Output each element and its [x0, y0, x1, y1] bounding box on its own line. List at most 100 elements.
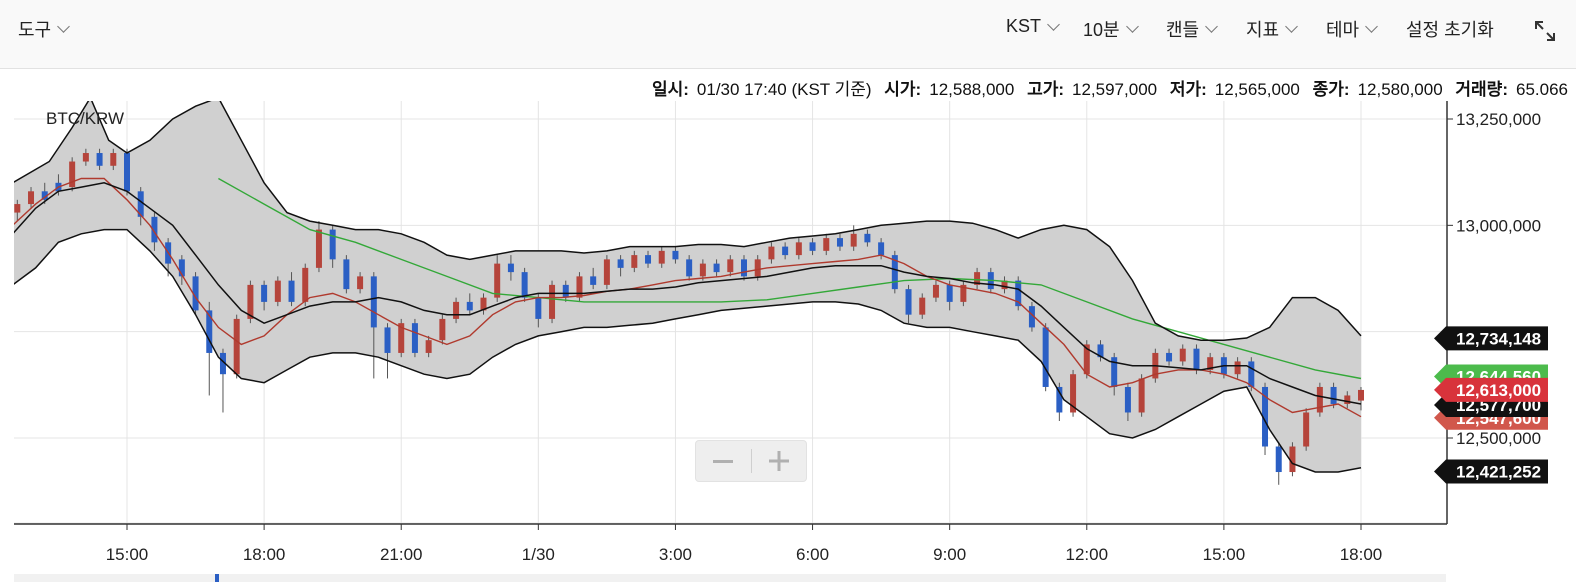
- navigator-strip: [14, 574, 1446, 582]
- candle-body: [357, 276, 364, 290]
- candle-body: [1028, 306, 1035, 328]
- low-value: 12,565,000: [1214, 80, 1300, 99]
- candle-body: [82, 153, 89, 162]
- interval-dropdown[interactable]: 10분: [1083, 16, 1139, 42]
- ohlc-info-bar: 일시: 01/30 17:40 (KST 기준) 시가: 12,588,000 고가…: [644, 75, 1568, 100]
- candle-body: [795, 242, 802, 256]
- high-label: 고가:: [1027, 80, 1065, 99]
- candle-body: [658, 250, 665, 264]
- x-tick-label: 1/30: [522, 545, 555, 564]
- chart-type-dropdown[interactable]: 캔들: [1166, 16, 1218, 42]
- volume-label: 거래량:: [1455, 80, 1508, 99]
- plus-icon: [769, 451, 789, 471]
- candle-body: [549, 284, 556, 319]
- x-tick-label: 9:00: [933, 545, 966, 564]
- candle-body: [960, 284, 967, 302]
- zoom-in-button[interactable]: [752, 441, 806, 481]
- candle-body: [617, 259, 624, 268]
- candle-body: [823, 238, 830, 251]
- open-value: 12,588,000: [929, 80, 1015, 99]
- candle-body: [96, 153, 103, 166]
- candle-body: [741, 259, 747, 277]
- indicator-dropdown[interactable]: 지표: [1246, 16, 1298, 42]
- candle-body: [1207, 357, 1214, 370]
- candle-body: [453, 301, 460, 319]
- candle-body: [932, 284, 939, 298]
- open-label: 시가:: [884, 80, 922, 99]
- theme-dropdown[interactable]: 테마: [1326, 16, 1378, 42]
- x-tick-label: 15:00: [106, 545, 149, 564]
- zoom-out-button[interactable]: [696, 441, 750, 481]
- theme-label: 테마: [1326, 20, 1360, 40]
- candle-body: [14, 204, 21, 213]
- x-tick-label: 15:00: [1203, 545, 1246, 564]
- reset-settings-button[interactable]: 설정 초기화: [1406, 16, 1494, 42]
- candle-body: [124, 153, 130, 192]
- x-tick-label: 6:00: [796, 545, 829, 564]
- candle-body: [343, 259, 350, 290]
- y-tick-label: 12,500,000: [1456, 429, 1541, 448]
- candle-body: [590, 276, 597, 285]
- candle-body: [1166, 352, 1173, 362]
- candle-body: [1179, 348, 1186, 362]
- indicator-label: 지표: [1246, 20, 1280, 40]
- candle-body: [782, 246, 789, 256]
- chart-toolbar: 도구 KST 10분 캔들 지표 테마 설정 초기화: [0, 0, 1576, 69]
- candle-body: [562, 284, 569, 298]
- candle-body: [1358, 389, 1364, 401]
- candle-body: [603, 259, 610, 285]
- candle-body: [466, 301, 473, 311]
- expand-icon[interactable]: [1534, 20, 1556, 42]
- bollinger-band-fill: [14, 101, 1361, 472]
- candle-body: [1262, 386, 1269, 447]
- candle-body: [809, 242, 816, 251]
- bollinger-lower-line: [14, 228, 1362, 473]
- volume-value: 65.066: [1516, 80, 1568, 99]
- candle-body: [1316, 386, 1323, 413]
- candle-body: [713, 263, 720, 273]
- candle-body: [919, 297, 926, 315]
- price-tag-label: 12,421,252: [1456, 462, 1541, 481]
- x-tick-label: 18:00: [243, 545, 286, 564]
- candle-body: [1070, 374, 1077, 413]
- candle-body: [768, 246, 775, 260]
- candle-body: [151, 216, 158, 243]
- candle-body: [425, 340, 432, 353]
- candle-body: [1344, 395, 1351, 404]
- symbol-label: BTC/KRW: [46, 109, 124, 128]
- candle-body: [905, 289, 912, 315]
- y-tick-label: 13,250,000: [1456, 110, 1541, 129]
- date-label: 일시:: [651, 80, 689, 99]
- candle-body: [1289, 446, 1296, 473]
- candle-body: [1056, 386, 1063, 413]
- candle-body: [1330, 386, 1337, 404]
- candle-body: [110, 153, 117, 166]
- candle-body: [727, 259, 734, 273]
- navigator-handle: [215, 574, 219, 582]
- candle-body: [288, 280, 295, 302]
- bollinger-middle-line: [14, 182, 1362, 405]
- timezone-label: KST: [1006, 16, 1042, 36]
- close-value: 12,580,000: [1357, 80, 1443, 99]
- candle-body: [1097, 344, 1104, 358]
- candle-body: [1138, 378, 1145, 413]
- candle-body: [631, 255, 638, 268]
- timezone-dropdown[interactable]: KST: [1006, 16, 1060, 37]
- candle-body: [261, 284, 268, 302]
- x-tick-label: 3:00: [659, 545, 692, 564]
- candle-body: [521, 272, 528, 298]
- price-tag: [1434, 326, 1548, 351]
- date-value: 01/30 17:40 (KST 기준): [696, 80, 872, 99]
- x-tick-label: 21:00: [380, 545, 423, 564]
- candle-body: [233, 318, 240, 375]
- candle-body: [274, 280, 281, 302]
- candle-body: [494, 263, 501, 298]
- candle-body: [41, 191, 48, 200]
- candle-body: [645, 255, 652, 264]
- candle-body: [398, 323, 405, 353]
- candle-body: [1124, 386, 1131, 413]
- candle-body: [480, 297, 487, 311]
- candle-body: [576, 276, 583, 298]
- tools-dropdown[interactable]: 도구: [18, 16, 70, 42]
